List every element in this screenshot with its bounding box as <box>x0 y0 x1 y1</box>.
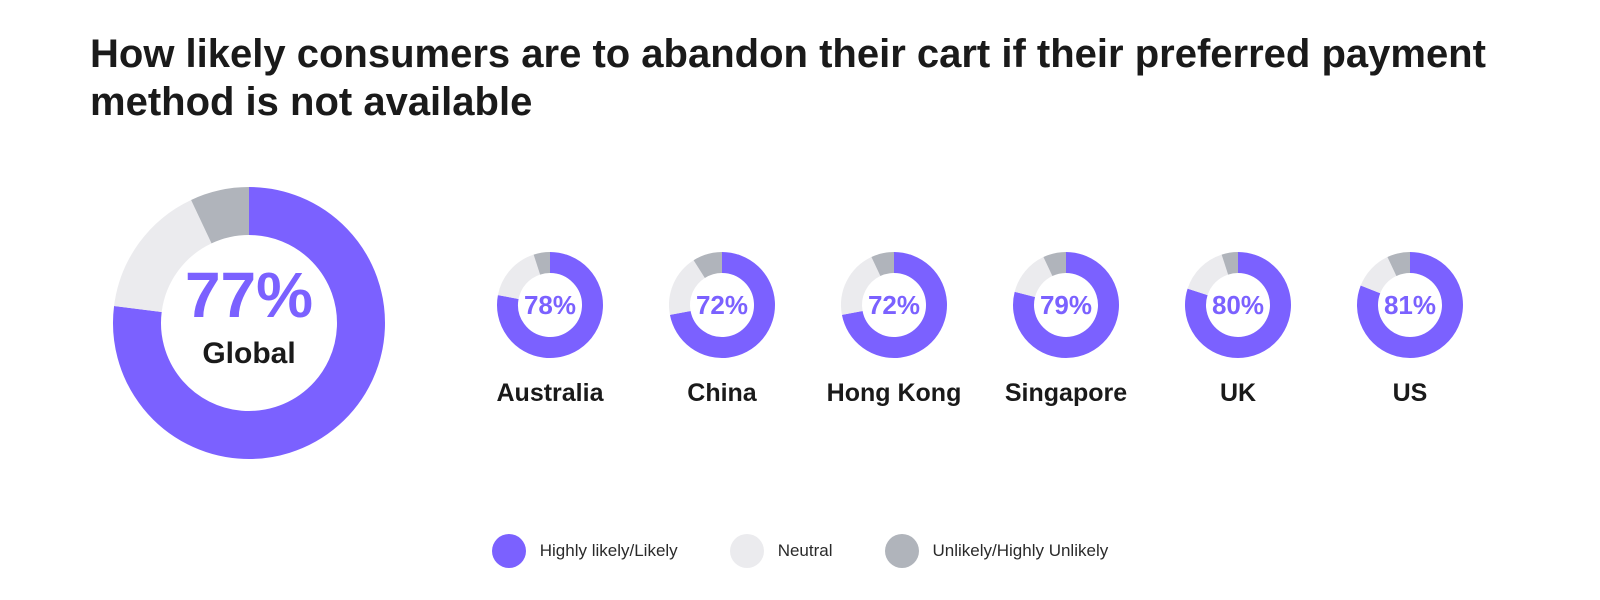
legend-swatch-neutral <box>729 534 764 568</box>
slice-neutral-singapore <box>1014 257 1053 298</box>
legend-label-likely: Highly likely/Likely <box>539 541 678 560</box>
slice-neutral-china <box>669 260 706 315</box>
donut-china: 72% China <box>669 252 775 407</box>
value-label-uk: 80% <box>1212 290 1264 320</box>
value-label-australia: 78% <box>524 290 576 320</box>
slice-unlikely-hong-kong <box>871 251 895 277</box>
slice-likely-us <box>1357 252 1463 358</box>
slice-unlikely-us <box>1387 251 1411 277</box>
legend-swatch-likely <box>491 534 526 568</box>
value-label-hong-kong: 72% <box>868 290 920 320</box>
chart-title: How likely consumers are to abandon thei… <box>90 32 1486 124</box>
slice-unlikely-uk <box>1221 252 1239 275</box>
slice-neutral-us <box>1360 257 1397 294</box>
value-label-china: 72% <box>696 290 748 320</box>
region-label-uk: UK <box>1220 379 1256 407</box>
donut-uk: 80% UK <box>1185 252 1291 407</box>
slice-neutral-uk <box>1187 254 1229 296</box>
slice-likely-china <box>669 252 775 358</box>
region-label-singapore: Singapore <box>1005 379 1127 407</box>
value-label-global: 77% <box>185 259 313 331</box>
slice-likely-hong-kong <box>841 252 947 358</box>
value-label-singapore: 79% <box>1040 290 1092 320</box>
value-label-us: 81% <box>1384 290 1436 320</box>
region-label-us: US <box>1393 379 1428 407</box>
slice-unlikely-australia <box>533 252 551 275</box>
donut-global: 77% Global <box>113 187 385 459</box>
legend-label-neutral: Neutral <box>777 541 833 560</box>
legend-swatch-unlikely <box>884 534 919 568</box>
slice-likely-australia <box>497 252 603 358</box>
donut-singapore: 79% Singapore <box>1005 251 1127 407</box>
donut-us: 81% US <box>1357 251 1463 407</box>
legend-item-unlikely: Unlikely/Highly Unlikely <box>884 534 1109 568</box>
slice-likely-uk <box>1185 252 1291 358</box>
region-label-global: Global <box>202 337 295 370</box>
slice-likely-singapore <box>1013 252 1119 358</box>
legend-item-likely: Highly likely/Likely <box>491 534 678 568</box>
slice-neutral-global <box>114 199 213 313</box>
slice-neutral-hong-kong <box>841 257 881 315</box>
slice-likely-global <box>113 187 385 459</box>
legend-item-neutral: Neutral <box>729 534 833 568</box>
region-label-australia: Australia <box>497 379 605 407</box>
region-label-china: China <box>687 379 758 407</box>
slice-unlikely-singapore <box>1043 251 1067 277</box>
legend-label-unlikely: Unlikely/Highly Unlikely <box>932 541 1109 560</box>
slice-unlikely-global <box>191 187 250 244</box>
region-label-hong-kong: Hong Kong <box>827 379 962 407</box>
donut-australia: 78% Australia <box>497 252 605 407</box>
legend: Highly likely/Likely Neutral Unlikely/Hi… <box>0 534 1600 568</box>
slice-unlikely-china <box>693 252 723 279</box>
slice-neutral-australia <box>497 254 541 300</box>
donut-hong-kong: 72% Hong Kong <box>827 251 962 407</box>
